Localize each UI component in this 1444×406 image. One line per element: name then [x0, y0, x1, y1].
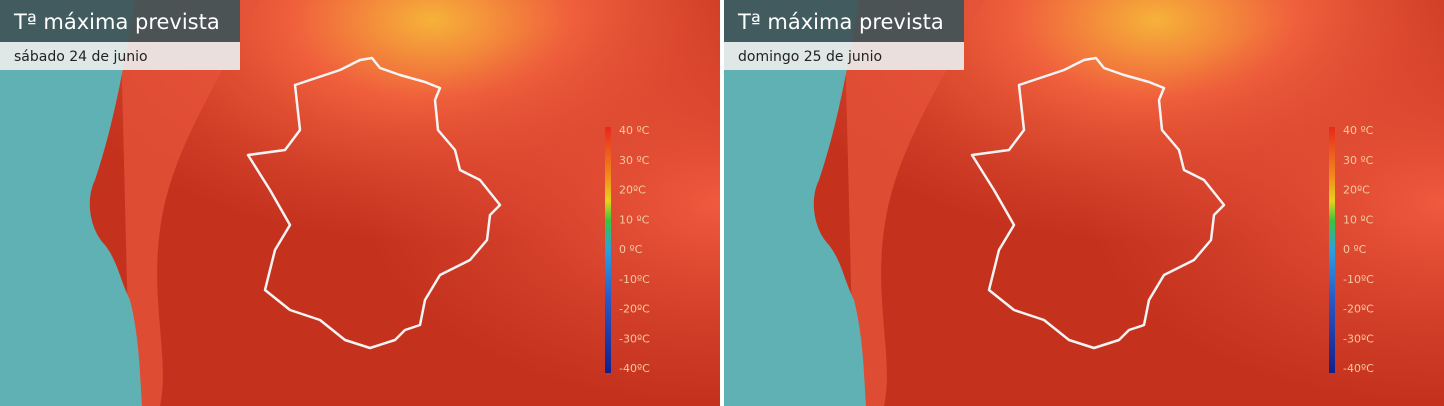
- map-date: domingo 25 de junio: [738, 49, 882, 65]
- legend-label: -10ºC: [619, 273, 650, 286]
- legend-label: 40 ºC: [619, 124, 650, 137]
- map-panel: Tª máxima prevista domingo 25 de junio 40 …: [724, 0, 1444, 406]
- legend-label: 40 ºC: [1343, 124, 1374, 137]
- map-panel: Tª máxima prevista sábado 24 de junio 40 º…: [0, 0, 720, 406]
- legend-label: -20ºC: [619, 303, 650, 316]
- legend-label: 10 ºC: [1343, 213, 1374, 226]
- title-box: [724, 0, 964, 42]
- map-date: sábado 24 de junio: [14, 49, 148, 65]
- legend-bar: [605, 127, 611, 373]
- legend-label: -40ºC: [1343, 362, 1374, 375]
- sea: [0, 0, 142, 406]
- title-box: [0, 0, 240, 42]
- coast-band: [844, 0, 984, 406]
- legend-label: 10 ºC: [619, 213, 650, 226]
- legend-label: 0 ºC: [619, 243, 643, 256]
- legend-label: 30 ºC: [1343, 154, 1374, 167]
- sea: [724, 0, 866, 406]
- legend-label: -40ºC: [619, 362, 650, 375]
- map-title: Tª máxima prevista: [13, 10, 220, 34]
- legend-label: -20ºC: [1343, 303, 1374, 316]
- legend-label: -30ºC: [1343, 332, 1374, 345]
- coast-band: [120, 0, 260, 406]
- date-box: [724, 42, 964, 70]
- region-outline: [246, 56, 502, 350]
- legend-label: -30ºC: [619, 332, 650, 345]
- legend-label: -10ºC: [1343, 273, 1374, 286]
- legend-label: 30 ºC: [619, 154, 650, 167]
- legend-label: 0 ºC: [1343, 243, 1367, 256]
- map-title: Tª máxima prevista: [737, 10, 944, 34]
- legend-bar: [1329, 127, 1335, 373]
- legend-label: 20ºC: [1343, 184, 1370, 197]
- legend-label: 20ºC: [619, 184, 646, 197]
- region-outline: [970, 56, 1226, 350]
- date-box: [0, 42, 240, 70]
